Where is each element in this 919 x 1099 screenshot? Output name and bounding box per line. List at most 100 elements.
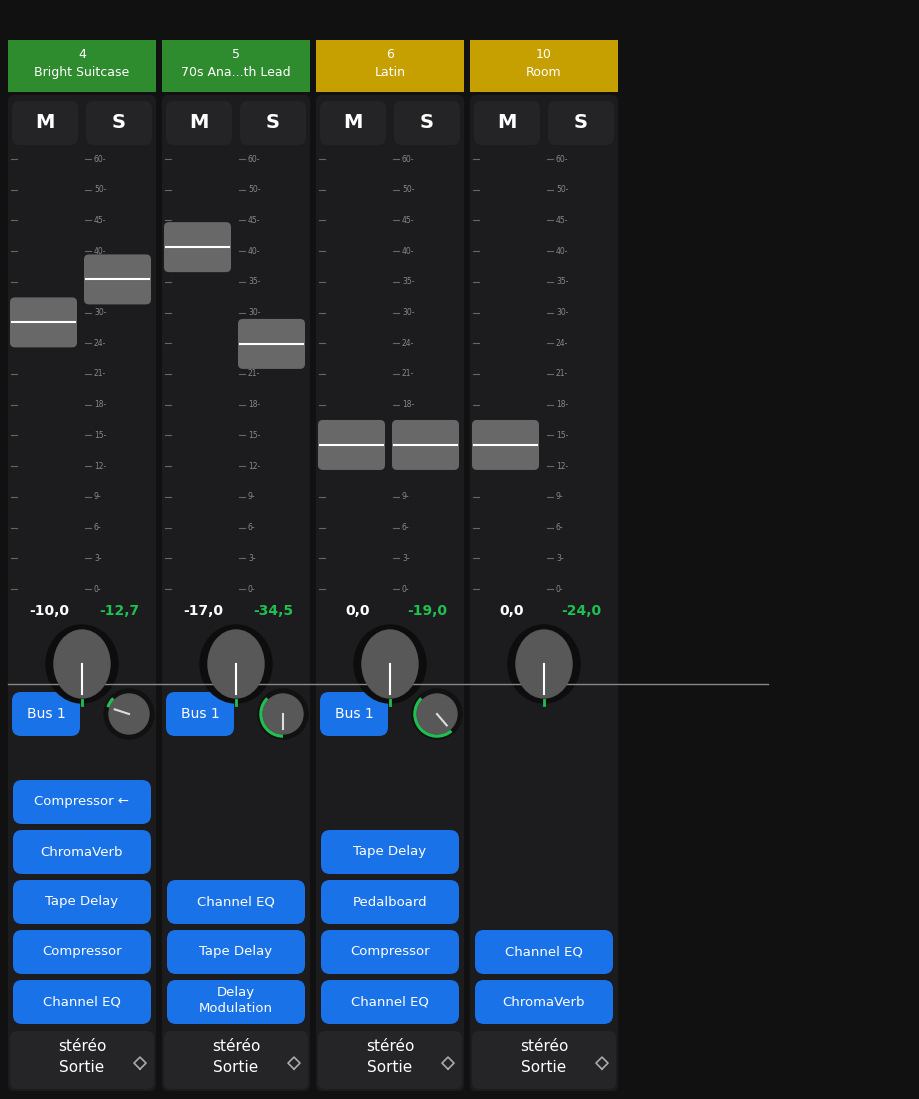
Text: 40-: 40- — [94, 246, 107, 256]
Text: -19,0: -19,0 — [406, 604, 447, 618]
Text: 30-: 30- — [94, 308, 107, 318]
Text: Delay: Delay — [217, 986, 255, 999]
Text: 40-: 40- — [402, 246, 414, 256]
Text: Pedalboard: Pedalboard — [352, 896, 426, 909]
Circle shape — [257, 689, 308, 739]
Text: 40-: 40- — [248, 246, 260, 256]
FancyBboxPatch shape — [12, 692, 80, 736]
FancyBboxPatch shape — [8, 95, 156, 1091]
FancyBboxPatch shape — [10, 298, 77, 347]
Text: M: M — [189, 113, 209, 133]
Text: 9-: 9- — [94, 492, 101, 501]
Text: ChromaVerb: ChromaVerb — [502, 996, 584, 1009]
Text: 60-: 60- — [248, 155, 260, 164]
Text: S: S — [420, 113, 434, 133]
Text: 0-: 0- — [555, 585, 563, 593]
FancyBboxPatch shape — [13, 980, 151, 1024]
Text: 18-: 18- — [555, 400, 568, 409]
Text: Compressor ←: Compressor ← — [34, 796, 130, 809]
FancyBboxPatch shape — [85, 101, 152, 145]
Text: 18-: 18- — [402, 400, 414, 409]
Text: 3-: 3- — [248, 554, 255, 563]
Text: 50-: 50- — [94, 186, 107, 195]
FancyBboxPatch shape — [321, 880, 459, 924]
Text: 10: 10 — [536, 48, 551, 62]
Text: 9-: 9- — [555, 492, 563, 501]
Text: S: S — [112, 113, 126, 133]
Text: 24-: 24- — [248, 338, 260, 347]
Text: M: M — [497, 113, 516, 133]
FancyBboxPatch shape — [164, 1031, 308, 1089]
Text: stéréo: stéréo — [211, 1039, 260, 1054]
Circle shape — [263, 693, 302, 734]
FancyBboxPatch shape — [470, 95, 618, 1091]
Text: S: S — [266, 113, 279, 133]
FancyBboxPatch shape — [318, 1031, 461, 1089]
FancyBboxPatch shape — [321, 930, 459, 974]
Circle shape — [104, 689, 153, 739]
Text: Tape Delay: Tape Delay — [199, 945, 272, 958]
Text: 21-: 21- — [94, 369, 106, 378]
Text: 0,0: 0,0 — [345, 604, 369, 618]
Text: 30-: 30- — [555, 308, 568, 318]
Text: 15-: 15- — [248, 431, 260, 440]
Text: 24-: 24- — [94, 338, 107, 347]
Text: Channel EQ: Channel EQ — [197, 896, 275, 909]
FancyBboxPatch shape — [167, 880, 305, 924]
FancyBboxPatch shape — [471, 420, 539, 470]
Text: 12-: 12- — [555, 462, 568, 470]
Text: 12-: 12- — [402, 462, 414, 470]
Text: 6-: 6- — [94, 523, 101, 532]
Text: M: M — [35, 113, 54, 133]
Text: Tape Delay: Tape Delay — [45, 896, 119, 909]
Text: Bright Suitcase: Bright Suitcase — [34, 66, 130, 79]
Text: 21-: 21- — [248, 369, 260, 378]
FancyBboxPatch shape — [13, 780, 151, 824]
Text: Sortie: Sortie — [213, 1059, 258, 1075]
Ellipse shape — [516, 630, 572, 698]
Text: Channel EQ: Channel EQ — [505, 945, 583, 958]
Text: 0-: 0- — [248, 585, 255, 593]
Text: -24,0: -24,0 — [561, 604, 600, 618]
FancyBboxPatch shape — [240, 101, 306, 145]
Text: 40-: 40- — [555, 246, 568, 256]
FancyBboxPatch shape — [320, 692, 388, 736]
Text: Channel EQ: Channel EQ — [43, 996, 120, 1009]
Text: 24-: 24- — [402, 338, 414, 347]
FancyBboxPatch shape — [164, 222, 231, 273]
Text: Bus 1: Bus 1 — [335, 707, 373, 721]
FancyBboxPatch shape — [548, 101, 613, 145]
FancyBboxPatch shape — [162, 95, 310, 1091]
Text: 60-: 60- — [94, 155, 107, 164]
Text: 18-: 18- — [248, 400, 260, 409]
Text: 12-: 12- — [94, 462, 106, 470]
Text: stéréo: stéréo — [58, 1039, 106, 1054]
Text: Latin: Latin — [374, 66, 405, 79]
Text: Tape Delay: Tape Delay — [353, 845, 426, 858]
Text: 50-: 50- — [248, 186, 260, 195]
Text: 15-: 15- — [555, 431, 568, 440]
Text: -10,0: -10,0 — [29, 604, 69, 618]
Text: 4: 4 — [78, 48, 85, 62]
Circle shape — [416, 693, 457, 734]
FancyBboxPatch shape — [165, 101, 232, 145]
Text: 30-: 30- — [402, 308, 414, 318]
FancyBboxPatch shape — [320, 101, 386, 145]
Text: -34,5: -34,5 — [253, 604, 293, 618]
Text: 15-: 15- — [94, 431, 107, 440]
Text: Sortie: Sortie — [367, 1059, 413, 1075]
Text: 3-: 3- — [94, 554, 101, 563]
Text: 21-: 21- — [402, 369, 414, 378]
Text: 35-: 35- — [402, 277, 414, 287]
Text: 3-: 3- — [555, 554, 563, 563]
FancyBboxPatch shape — [321, 830, 459, 874]
Text: stéréo: stéréo — [519, 1039, 568, 1054]
Text: M: M — [343, 113, 362, 133]
Circle shape — [108, 693, 149, 734]
Text: 45-: 45- — [94, 215, 107, 225]
Text: 9-: 9- — [402, 492, 409, 501]
FancyBboxPatch shape — [167, 930, 305, 974]
Text: 50-: 50- — [402, 186, 414, 195]
Text: 21-: 21- — [555, 369, 568, 378]
Text: -17,0: -17,0 — [183, 604, 223, 618]
